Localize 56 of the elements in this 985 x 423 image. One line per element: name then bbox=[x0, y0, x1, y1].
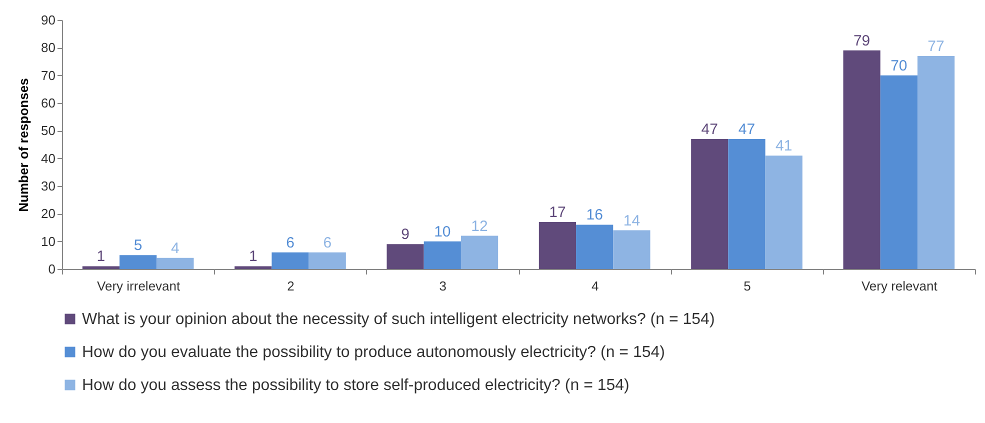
bar bbox=[82, 266, 120, 269]
bar bbox=[691, 138, 728, 269]
data-label: 6 bbox=[286, 234, 294, 252]
data-label: 6 bbox=[323, 234, 332, 252]
y-tick-label: 0 bbox=[48, 262, 56, 276]
data-label: 1 bbox=[248, 248, 258, 266]
bar bbox=[234, 266, 272, 269]
data-label: 17 bbox=[549, 204, 566, 221]
bar bbox=[308, 252, 346, 269]
y-tick-label: 30 bbox=[41, 178, 56, 194]
bar bbox=[765, 156, 802, 269]
bar bbox=[917, 56, 955, 269]
x-tick-label: Very irrelevant bbox=[97, 278, 181, 294]
x-tick-label: 4 bbox=[591, 278, 599, 294]
bar bbox=[272, 252, 309, 269]
y-tick-label: 60 bbox=[41, 96, 56, 110]
legend-label: How do you evaluate the possibility to produce autonomously electricity? (n = 154) bbox=[82, 344, 665, 361]
y-tick-label: 40 bbox=[41, 150, 56, 166]
bar bbox=[386, 244, 424, 269]
data-label: 47 bbox=[738, 120, 756, 138]
bar bbox=[120, 255, 157, 269]
bar bbox=[843, 50, 880, 269]
y-axis-title: Number of responses bbox=[16, 78, 32, 212]
data-label: 16 bbox=[586, 206, 603, 224]
data-label: 79 bbox=[853, 32, 870, 50]
legend-label: How do you assess the possibility to store self-produced electricity? (n = 154) bbox=[82, 377, 630, 394]
data-label: 10 bbox=[434, 223, 451, 240]
data-label: 1 bbox=[96, 248, 106, 266]
data-label: 70 bbox=[890, 57, 908, 74]
x-tick-label: 5 bbox=[744, 278, 751, 294]
x-tick-label: 2 bbox=[287, 278, 294, 294]
legend-label: What is your opinion about the necessity of such intelligent electricity networks? (n = 154) bbox=[82, 311, 715, 328]
x-tick-label: 3 bbox=[439, 278, 447, 294]
bar bbox=[460, 236, 498, 269]
bar bbox=[156, 258, 194, 269]
bar bbox=[613, 230, 650, 269]
data-label: 9 bbox=[401, 226, 410, 244]
bar bbox=[728, 138, 766, 269]
bar bbox=[538, 222, 576, 269]
data-label: 12 bbox=[471, 218, 488, 235]
data-label: 77 bbox=[928, 38, 944, 55]
data-label: 5 bbox=[134, 237, 142, 254]
y-tick-label: 70 bbox=[41, 68, 56, 83]
data-label: 47 bbox=[701, 120, 718, 138]
y-tick-label: 80 bbox=[41, 40, 56, 56]
y-tick-label: 20 bbox=[41, 206, 56, 222]
bar bbox=[880, 75, 918, 269]
bar bbox=[576, 224, 614, 269]
data-label: 4 bbox=[171, 240, 180, 257]
y-tick-label: 50 bbox=[41, 123, 56, 138]
y-tick-label: 90 bbox=[41, 12, 56, 28]
y-tick-label: 10 bbox=[41, 234, 56, 249]
data-label: 14 bbox=[623, 212, 640, 230]
data-label: 41 bbox=[776, 138, 792, 155]
bar bbox=[424, 241, 461, 269]
x-tick-label: Very relevant bbox=[861, 278, 938, 294]
